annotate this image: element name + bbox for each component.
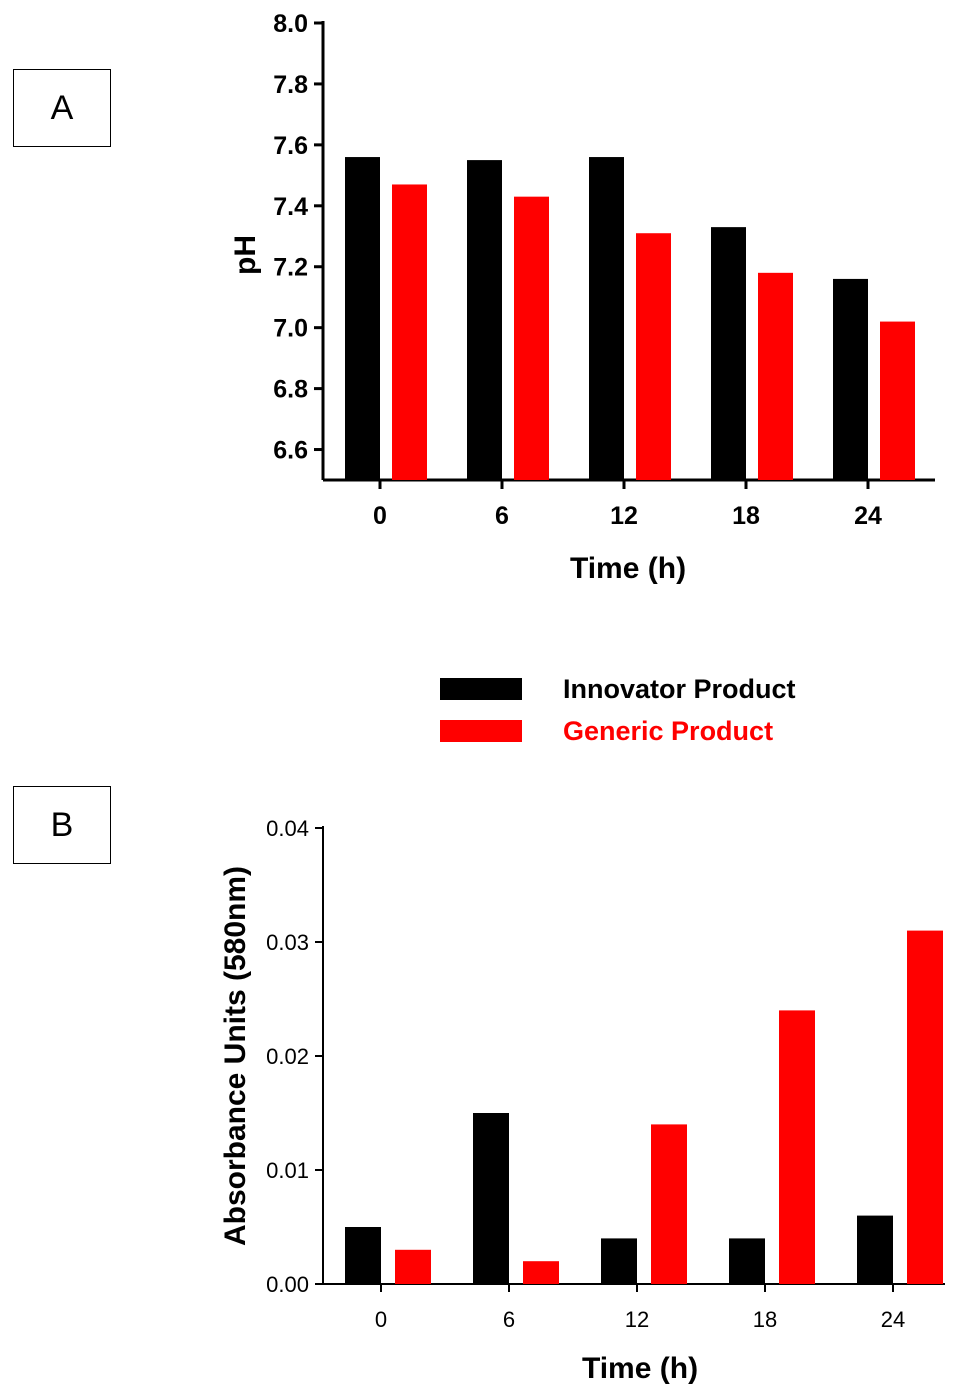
x-tick-label: 0 [375,1307,387,1332]
bar-generic-t6 [523,1261,559,1284]
bar-generic-t12 [651,1124,687,1284]
y-tick-label: 7.8 [273,71,308,99]
bar-innovator-t24 [833,278,868,480]
y-tick-label: 0.02 [266,1044,309,1069]
y-tick-label: 0.03 [266,930,309,955]
bar-innovator-t24 [857,1215,893,1284]
y-tick-label: 7.2 [273,254,308,282]
x-axis-title: Time (h) [582,1352,698,1385]
y-tick-label: 6.8 [273,376,308,404]
bar-generic-t6 [514,196,549,480]
legend-label-innovator: Innovator Product [563,673,796,704]
bar-innovator-t12 [601,1238,637,1284]
y-axis-title: Absorbance Units (580nm) [219,866,252,1246]
bar-innovator-t12 [589,157,624,480]
legend-swatch-generic [440,720,522,742]
x-tick-label: 12 [610,502,638,530]
bar-generic-t24 [907,930,943,1284]
y-tick-label: 0.04 [266,816,309,841]
x-tick-label: 18 [732,502,760,530]
x-tick-label: 24 [854,502,882,530]
bar-generic-t18 [779,1010,815,1284]
legend-swatch-innovator [440,678,522,700]
bar-innovator-t18 [711,227,746,480]
legend-label-generic: Generic Product [563,715,774,746]
bar-generic-t0 [395,1249,431,1284]
x-tick-label: 6 [495,502,509,530]
y-tick-label: 7.6 [273,132,308,160]
x-tick-label: 12 [625,1307,649,1332]
x-tick-label: 24 [881,1307,905,1332]
x-tick-label: 18 [753,1307,777,1332]
legend-item-generic: Generic Product [440,715,774,746]
y-tick-label: 7.0 [273,315,308,343]
bar-generic-t24 [880,321,915,480]
bar-generic-t12 [636,233,671,480]
y-tick-label: 0.01 [266,1158,309,1183]
bar-innovator-t6 [467,160,502,480]
bar-innovator-t0 [345,1227,381,1284]
y-axis-title: pH [229,235,262,275]
bar-generic-t0 [392,184,427,480]
y-tick-label: 8.0 [273,10,308,38]
chart-a-ph: 6.6 6.8 7.0 7.2 7.4 7.6 7.8 8.0 0 6 12 18 24 Time (h)… [229,10,935,585]
legend-item-innovator: Innovator Product [440,673,796,704]
x-tick-label: 6 [503,1307,515,1332]
bar-generic-t18 [758,272,793,480]
panel-label-b: B [13,786,111,864]
legend: Innovator Product Generic Product [440,668,860,754]
x-tick-label: 0 [373,502,387,530]
bar-innovator-t0 [345,157,380,480]
x-axis-title: Time (h) [570,552,686,585]
y-tick-label: 0.00 [266,1272,309,1297]
panel-label-a: A [13,69,111,147]
y-tick-label: 7.4 [273,193,308,221]
y-tick-label: 6.6 [273,437,308,465]
bar-innovator-t18 [729,1238,765,1284]
bar-innovator-t6 [473,1113,509,1284]
